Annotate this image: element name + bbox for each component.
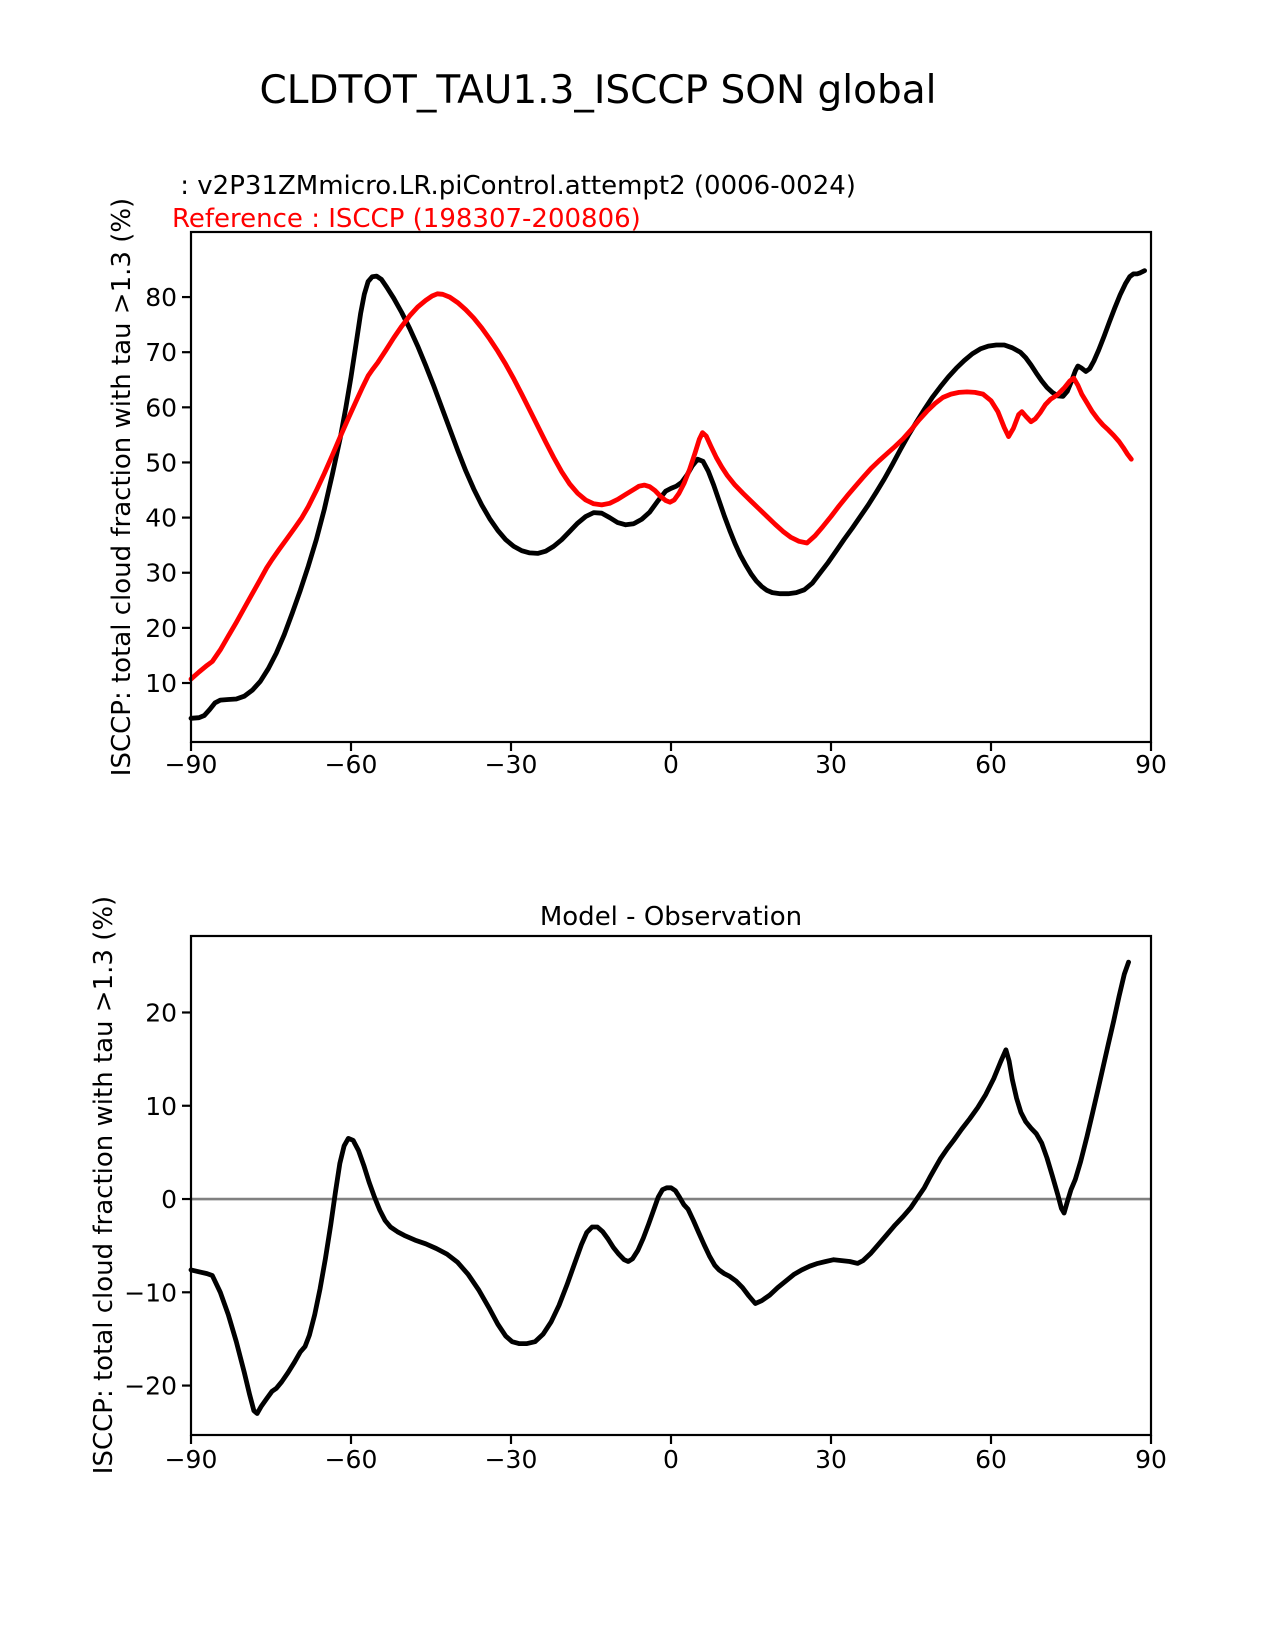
y-tick-label: −10 [124, 1278, 177, 1307]
y-tick-label: 20 [145, 998, 177, 1027]
x-tick-label: 90 [1135, 750, 1167, 779]
y-tick-label: 70 [145, 338, 177, 367]
model-run-label: : v2P31ZMmicro.LR.piControl.attempt2 (00… [172, 171, 856, 201]
figure-title: CLDTOT_TAU1.3_ISCCP SON global [259, 68, 937, 113]
x-tick-label: −90 [165, 1445, 218, 1474]
x-tick-label: 30 [815, 750, 847, 779]
x-tick-label: −30 [485, 750, 538, 779]
x-tick-label: 0 [663, 1445, 679, 1474]
x-tick-label: −60 [325, 1445, 378, 1474]
y-tick-label: 10 [145, 669, 177, 698]
y-tick-label: 20 [145, 614, 177, 643]
y-tick-label: 50 [145, 448, 177, 477]
reference-label: Reference : ISCCP (198307-200806) [172, 204, 641, 234]
y-tick-label: 10 [145, 1092, 177, 1121]
y-tick-label: 30 [145, 559, 177, 588]
x-tick-label: 90 [1135, 1445, 1167, 1474]
zonal-mean-chart: −90 −60 −30 0 30 60 90 10 20 30 40 50 60 70 80 ISCCP: t… [107, 198, 1167, 779]
difference-chart: −90 −60 −30 0 30 60 90 −20 −10 0 10 20 ISCCP: total … [89, 896, 1167, 1474]
x-tick-label: 30 [815, 1445, 847, 1474]
reference-line [188, 291, 1134, 682]
x-tick-label: 60 [975, 750, 1007, 779]
x-tick-label: 0 [663, 750, 679, 779]
chart-title: Model - Observation [540, 902, 802, 932]
x-tick-label: −60 [325, 750, 378, 779]
x-tick-label: 60 [975, 1445, 1007, 1474]
model-minus-obs-line [188, 959, 1131, 1416]
x-tick-label: −90 [165, 750, 218, 779]
x-tick-label: −30 [485, 1445, 538, 1474]
y-tick-label: 60 [145, 393, 177, 422]
model-line [188, 268, 1147, 721]
y-tick-label: 0 [161, 1185, 177, 1214]
y-axis-label: ISCCP: total cloud fraction with tau >1.… [89, 896, 119, 1474]
y-tick-label: −20 [124, 1372, 177, 1401]
y-tick-label: 80 [145, 283, 177, 312]
y-tick-label: 40 [145, 504, 177, 533]
y-axis-label: ISCCP: total cloud fraction with tau >1.… [107, 198, 137, 776]
